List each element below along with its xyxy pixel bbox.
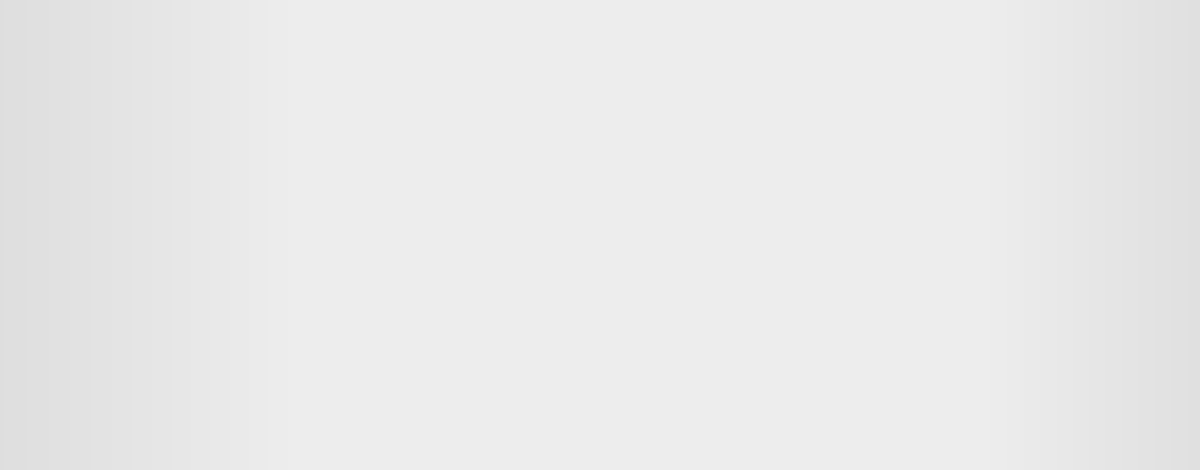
Text: 2+: 2+: [498, 137, 520, 152]
Text: [: [: [40, 79, 48, 99]
Text: Cu: Cu: [100, 140, 127, 159]
Text: = 1.12 M and: = 1.12 M and: [893, 40, 1036, 59]
Text: Would this reaction be spontaneous in the forward or the reverse direction?: Would this reaction be spontaneous in th…: [40, 270, 805, 289]
Text: E: E: [40, 226, 54, 246]
Text: V: V: [202, 226, 216, 246]
Text: forward direction: forward direction: [61, 303, 233, 322]
Text: 2+: 2+: [77, 77, 98, 92]
Text: ]: ]: [95, 79, 103, 99]
FancyBboxPatch shape: [115, 230, 193, 260]
Text: ]: ]: [880, 39, 888, 59]
Text: = 0.00427 M, is −157 kJ:: = 0.00427 M, is −157 kJ:: [108, 80, 366, 99]
Text: =: =: [89, 226, 114, 246]
Text: (1.12 M) + Cd(: (1.12 M) + Cd(: [142, 140, 296, 159]
Text: ) → Cu(: ) → Cu(: [332, 140, 404, 159]
Text: The free energy change for the following reaction at 25 °C, when: The free energy change for the following…: [40, 40, 704, 59]
Text: s: s: [323, 140, 334, 159]
Text: 2+: 2+: [863, 37, 884, 52]
Text: [: [: [826, 39, 834, 59]
Text: Cd: Cd: [53, 80, 79, 99]
Text: s: s: [416, 140, 427, 159]
Text: Cu: Cu: [839, 40, 865, 59]
Text: ΔG = −157 kJ: ΔG = −157 kJ: [661, 140, 824, 159]
Text: 2+: 2+: [124, 137, 145, 152]
Text: reverse direction: reverse direction: [61, 337, 232, 356]
Text: What is the cell potential for the reaction as written under these conditions?: What is the cell potential for the react…: [40, 190, 811, 209]
Text: (0.00427 M): (0.00427 M): [516, 140, 646, 159]
Text: ) + Cd: ) + Cd: [426, 140, 490, 159]
Text: cell: cell: [50, 235, 79, 250]
